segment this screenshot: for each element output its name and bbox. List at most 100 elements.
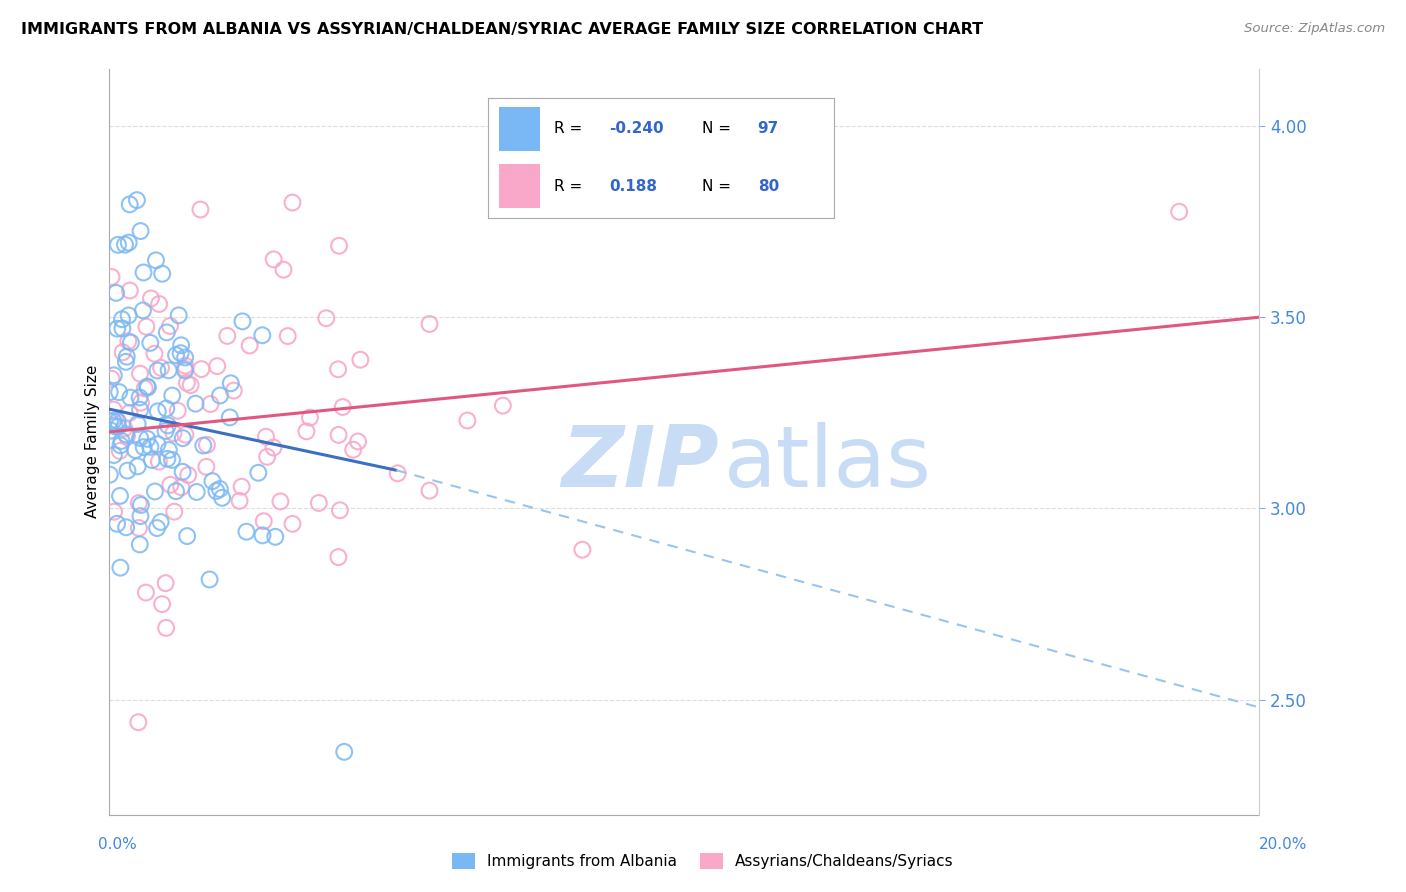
Point bbox=[170, 338, 193, 352]
Point bbox=[132, 303, 155, 318]
Point bbox=[134, 381, 156, 395]
Point bbox=[207, 359, 229, 373]
Point bbox=[118, 406, 141, 420]
Point bbox=[492, 399, 515, 413]
Point bbox=[159, 478, 181, 492]
Point bbox=[145, 253, 167, 268]
Point bbox=[110, 434, 132, 448]
Point bbox=[263, 252, 285, 267]
Point bbox=[273, 262, 295, 277]
Point bbox=[105, 516, 128, 531]
Point bbox=[156, 326, 179, 340]
Point bbox=[139, 335, 162, 350]
Point bbox=[217, 329, 239, 343]
Point bbox=[111, 321, 134, 335]
Point bbox=[315, 311, 337, 326]
Point bbox=[118, 235, 141, 250]
Point bbox=[165, 348, 187, 362]
Point bbox=[114, 237, 136, 252]
Y-axis label: Average Family Size: Average Family Size bbox=[86, 365, 100, 518]
Point bbox=[115, 350, 138, 364]
Point bbox=[103, 448, 125, 462]
Point bbox=[169, 346, 191, 360]
Point bbox=[277, 329, 299, 343]
Point bbox=[98, 414, 121, 428]
Point bbox=[136, 380, 159, 394]
Point bbox=[100, 424, 122, 438]
Point bbox=[333, 745, 356, 759]
Point bbox=[235, 524, 257, 539]
Point bbox=[111, 312, 134, 326]
Point bbox=[128, 496, 150, 510]
Point bbox=[264, 530, 287, 544]
Point bbox=[571, 542, 593, 557]
Point bbox=[146, 437, 169, 451]
Point bbox=[155, 401, 177, 416]
Point bbox=[124, 443, 146, 458]
Point bbox=[253, 514, 276, 528]
Point bbox=[129, 402, 152, 417]
Point bbox=[222, 384, 245, 398]
Point bbox=[349, 352, 371, 367]
Point bbox=[387, 467, 409, 481]
Point bbox=[211, 491, 233, 505]
Point bbox=[219, 376, 242, 391]
Point bbox=[125, 193, 148, 207]
Point bbox=[208, 482, 231, 496]
Point bbox=[176, 529, 198, 543]
Point bbox=[176, 376, 198, 390]
Point bbox=[128, 391, 150, 405]
Legend: Immigrants from Albania, Assyrians/Chaldeans/Syriacs: Immigrants from Albania, Assyrians/Chald… bbox=[446, 847, 960, 875]
Point bbox=[115, 355, 138, 369]
Point bbox=[115, 429, 138, 443]
Point bbox=[103, 414, 125, 428]
Point bbox=[174, 427, 197, 442]
Point bbox=[111, 345, 134, 359]
Point bbox=[167, 309, 190, 323]
Point bbox=[107, 419, 129, 434]
Point bbox=[184, 397, 207, 411]
Point bbox=[108, 489, 131, 503]
Point bbox=[157, 442, 180, 457]
Point bbox=[347, 434, 370, 449]
Point bbox=[418, 483, 440, 498]
Point bbox=[162, 426, 184, 441]
Point bbox=[172, 431, 194, 445]
Point bbox=[159, 318, 181, 333]
Point bbox=[160, 453, 183, 467]
Point bbox=[143, 347, 166, 361]
Point bbox=[117, 464, 139, 478]
Point bbox=[103, 505, 125, 519]
Point bbox=[252, 528, 274, 542]
Point bbox=[256, 450, 278, 464]
Point bbox=[141, 453, 163, 467]
Point bbox=[180, 378, 202, 392]
Point bbox=[162, 388, 184, 402]
Point bbox=[150, 597, 173, 611]
Point bbox=[166, 403, 188, 417]
Text: Source: ZipAtlas.com: Source: ZipAtlas.com bbox=[1244, 22, 1385, 36]
Point bbox=[174, 351, 197, 365]
Point bbox=[146, 363, 169, 377]
Point bbox=[148, 454, 170, 468]
Point bbox=[129, 498, 152, 512]
Text: 20.0%: 20.0% bbox=[1260, 838, 1308, 852]
Point bbox=[115, 520, 138, 534]
Point bbox=[129, 367, 152, 381]
Point bbox=[104, 419, 127, 434]
Point bbox=[281, 195, 304, 210]
Point bbox=[108, 385, 131, 400]
Point bbox=[247, 466, 270, 480]
Point bbox=[105, 285, 128, 300]
Point bbox=[107, 414, 129, 428]
Point bbox=[174, 363, 197, 377]
Point bbox=[1168, 204, 1191, 219]
Point bbox=[108, 443, 131, 458]
Point bbox=[193, 439, 215, 453]
Point bbox=[208, 388, 231, 402]
Point bbox=[326, 362, 349, 376]
Point bbox=[342, 442, 364, 457]
Point bbox=[174, 359, 197, 373]
Point bbox=[231, 480, 253, 494]
Point bbox=[298, 410, 321, 425]
